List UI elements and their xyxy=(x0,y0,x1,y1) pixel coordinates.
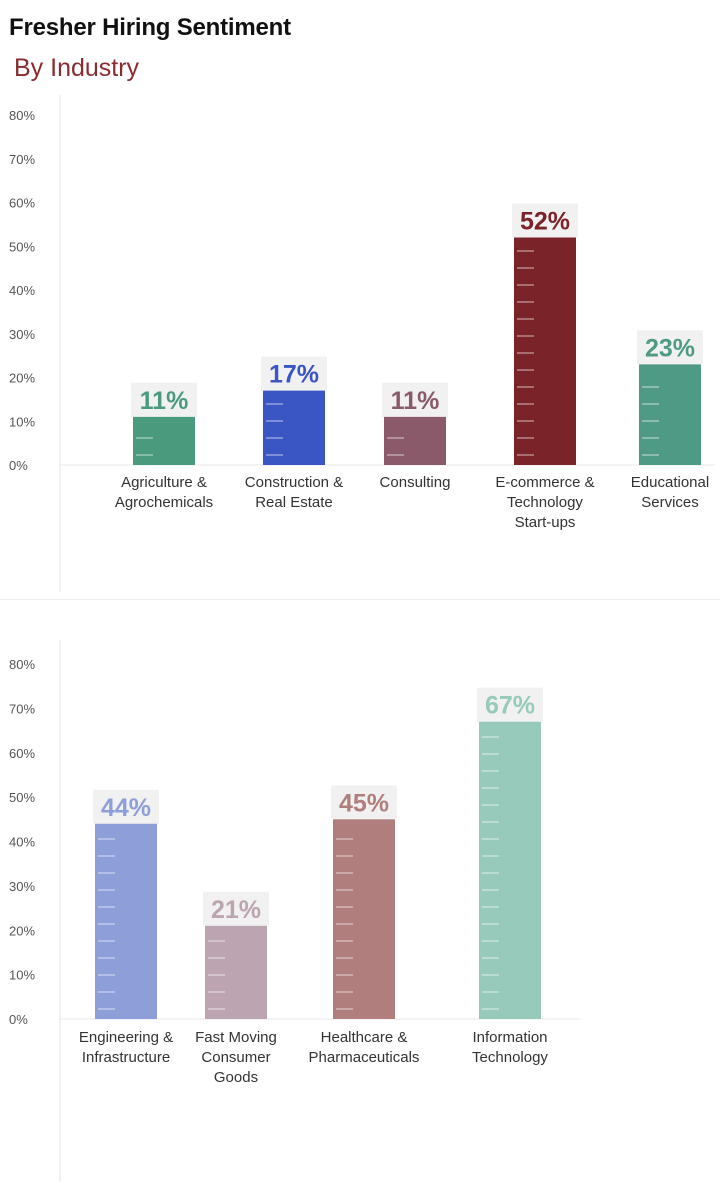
y-tick-label: 80% xyxy=(9,108,35,123)
y-tick-label: 30% xyxy=(9,327,35,342)
category-label: Pharmaceuticals xyxy=(309,1049,420,1066)
value-label: 52% xyxy=(520,208,570,236)
page-title: Fresher Hiring Sentiment xyxy=(9,14,291,41)
category-label: Agriculture & xyxy=(121,474,207,491)
bar-group: 23% Educational Services xyxy=(631,330,709,511)
bar-group: 52% E-commerce & Technology Start-ups xyxy=(495,203,595,531)
value-label-backdrop xyxy=(131,382,197,417)
value-label-backdrop xyxy=(477,687,543,722)
y-tick-label: 10% xyxy=(9,968,35,983)
bar xyxy=(263,390,325,465)
bar-group: 44% Engineering & Infrastructure xyxy=(79,789,173,1066)
category-label: Educational xyxy=(631,474,709,491)
y-tick-label: 40% xyxy=(9,835,35,850)
value-label-backdrop xyxy=(331,785,397,820)
bar-group: 11% Agriculture & Agrochemicals xyxy=(115,382,213,511)
category-label: Consumer xyxy=(201,1049,270,1066)
value-label: 44% xyxy=(101,794,151,822)
value-label-backdrop xyxy=(93,789,159,824)
value-label: 67% xyxy=(485,692,535,720)
y-tick-label: 40% xyxy=(9,283,35,298)
bar xyxy=(639,364,701,465)
value-label: 21% xyxy=(211,896,261,924)
category-label: E-commerce & xyxy=(495,474,594,491)
y-tick-label: 80% xyxy=(9,657,35,672)
chart-divider xyxy=(0,599,720,600)
value-label-backdrop xyxy=(512,203,578,238)
value-label-backdrop xyxy=(382,382,448,417)
category-label: Goods xyxy=(214,1069,258,1086)
value-label: 45% xyxy=(339,789,389,817)
y-tick-label: 70% xyxy=(9,152,35,167)
category-label: Real Estate xyxy=(255,494,333,511)
category-label: Healthcare & xyxy=(321,1029,408,1046)
bar-group: 11% Consulting xyxy=(380,382,451,491)
category-label: Construction & xyxy=(245,474,343,491)
y-tick-label: 0% xyxy=(9,1012,28,1027)
category-label: Consulting xyxy=(380,474,451,491)
value-label-backdrop xyxy=(637,330,703,365)
category-label: Information xyxy=(472,1029,547,1046)
bar-group: 67% Information Technology xyxy=(472,687,548,1066)
category-label: Technology xyxy=(507,494,583,511)
category-label: Infrastructure xyxy=(82,1049,170,1066)
y-tick-label: 30% xyxy=(9,879,35,894)
y-tick-label: 20% xyxy=(9,371,35,386)
category-label: Agrochemicals xyxy=(115,494,213,511)
y-tick-label: 20% xyxy=(9,923,35,938)
bar xyxy=(514,237,576,465)
y-tick-label: 70% xyxy=(9,701,35,716)
bar xyxy=(333,819,395,1019)
y-tick-label: 10% xyxy=(9,414,35,429)
category-label: Engineering & xyxy=(79,1029,173,1046)
category-label: Services xyxy=(641,494,699,511)
y-tick-label: 0% xyxy=(9,458,28,473)
value-label-backdrop xyxy=(203,891,269,926)
value-label: 23% xyxy=(645,334,695,362)
bar xyxy=(133,416,195,465)
bar xyxy=(205,925,267,1019)
category-label: Start-ups xyxy=(515,514,576,531)
y-tick-label: 50% xyxy=(9,239,35,254)
value-label: 11% xyxy=(391,387,440,415)
category-label: Technology xyxy=(472,1049,548,1066)
bar xyxy=(95,823,157,1019)
bar-chart-top: 0% 10% 20% 30% 40% 50% 60% 70% 80% 11% Agriculture… xyxy=(9,95,715,592)
value-label: 17% xyxy=(269,361,319,389)
y-tick-label: 60% xyxy=(9,746,35,761)
value-label-backdrop xyxy=(261,356,327,391)
y-tick-label: 60% xyxy=(9,196,35,211)
page-subtitle: By Industry xyxy=(14,54,140,82)
bar-group: 45% Healthcare & Pharmaceuticals xyxy=(309,785,420,1066)
y-tick-label: 50% xyxy=(9,790,35,805)
bar-group: 17% Construction & Real Estate xyxy=(245,356,343,511)
bar xyxy=(384,416,446,465)
value-label: 11% xyxy=(140,387,189,415)
category-label: Fast Moving xyxy=(195,1029,277,1046)
bar-group: 21% Fast Moving Consumer Goods xyxy=(195,891,277,1086)
